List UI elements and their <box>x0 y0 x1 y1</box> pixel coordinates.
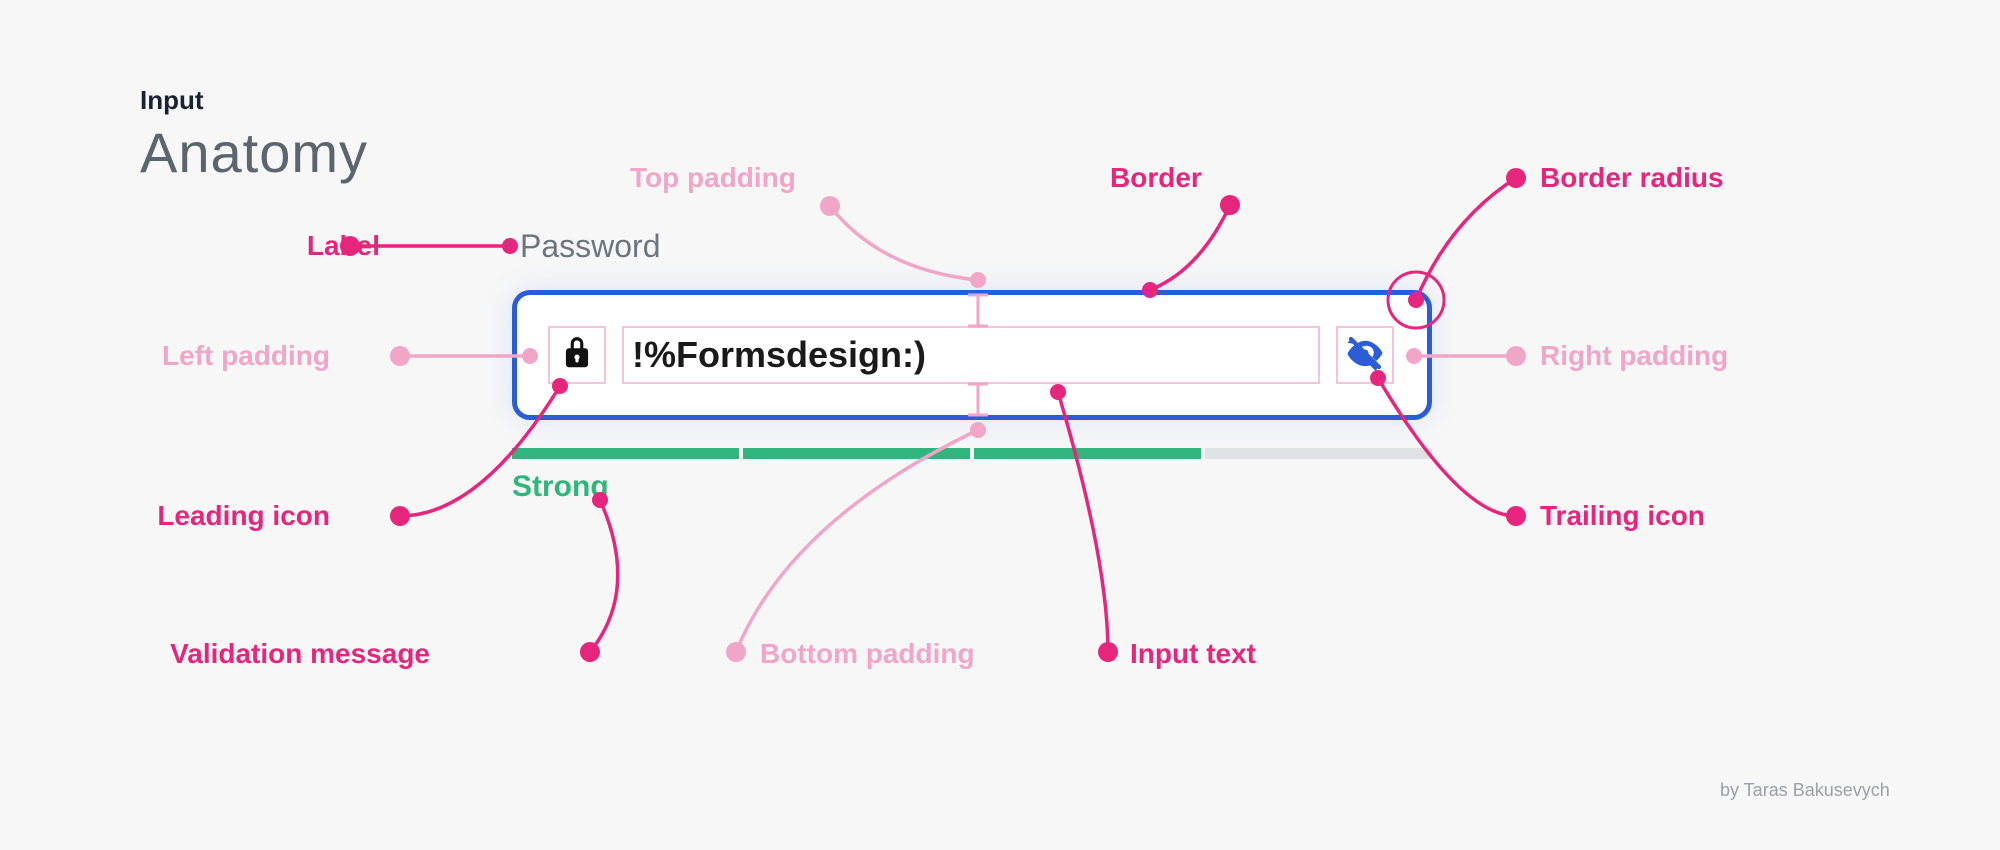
annotation-border: Border <box>1110 162 1202 194</box>
annotation-leading: Leading icon <box>157 500 330 532</box>
header-title: Anatomy <box>140 120 368 185</box>
strength-segment <box>512 448 739 459</box>
credit: by Taras Bakusevych <box>1720 780 1890 801</box>
field-label: Password <box>520 228 661 265</box>
lock-icon <box>558 334 596 377</box>
annotation-radius: Border radius <box>1540 162 1724 194</box>
strength-text: Strong <box>512 470 609 504</box>
annotation-inputtext: Input text <box>1130 638 1256 670</box>
eye-off-icon <box>1344 332 1386 379</box>
strength-segment <box>743 448 970 459</box>
annotation-left-pad: Left padding <box>162 340 330 372</box>
annotation-bottom-pad: Bottom padding <box>760 638 975 670</box>
strength-bar <box>512 448 1432 459</box>
diagram-canvas: Input Anatomy Password !%Formsdesign:) S… <box>0 0 2000 850</box>
header-eyebrow: Input <box>140 85 204 116</box>
annotation-top-pad: Top padding <box>630 162 796 194</box>
annotation-right-pad: Right padding <box>1540 340 1728 372</box>
input-text: !%Formsdesign:) <box>624 326 1318 384</box>
annotation-trailing: Trailing icon <box>1540 500 1705 532</box>
strength-segment <box>1205 448 1432 459</box>
annotation-label: Label <box>307 230 380 262</box>
strength-segment <box>974 448 1201 459</box>
trailing-icon-highlight <box>1336 326 1394 384</box>
annotation-validation: Validation message <box>170 638 430 670</box>
leading-icon-highlight <box>548 326 606 384</box>
